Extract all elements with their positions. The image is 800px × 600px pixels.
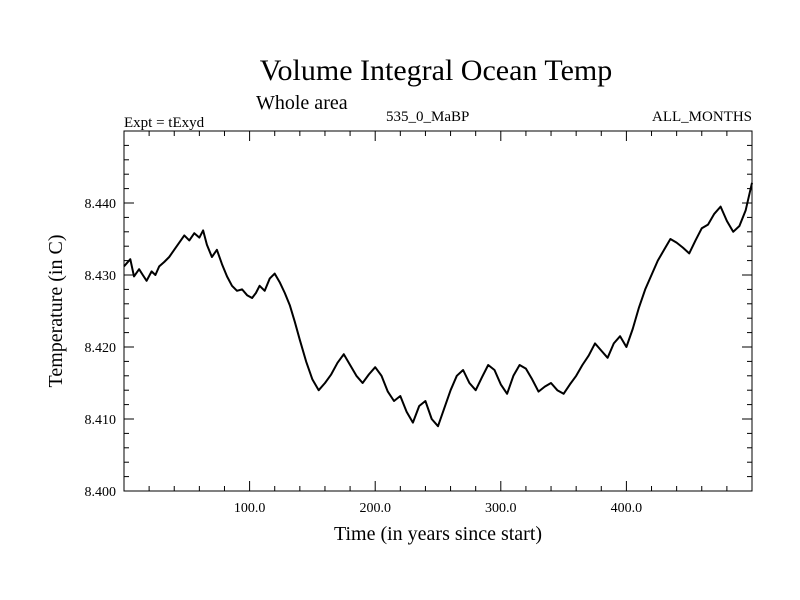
y-axis-tick-labels: 8.400 8.410 8.420 8.430 8.440: [85, 197, 117, 500]
x-axis-ticks: [148, 131, 728, 491]
chart-subtitle: Whole area: [256, 92, 348, 114]
x-tick-label: 400.0: [611, 501, 643, 516]
y-tick-label: 8.410: [85, 413, 117, 428]
x-tick-label: 100.0: [234, 501, 266, 516]
temperature-series-line: [123, 182, 753, 428]
x-axis-label: Time (in years since start): [334, 523, 542, 545]
chart-title: Volume Integral Ocean Temp: [260, 54, 613, 87]
months-label: ALL_MONTHS: [652, 109, 752, 125]
experiment-label: Expt = tExyd: [124, 115, 205, 131]
period-label: 535_0_MaBP: [386, 109, 469, 125]
x-tick-label: 200.0: [359, 501, 391, 516]
y-tick-label: 8.430: [85, 269, 117, 284]
plot-area-frame: [123, 130, 753, 492]
y-tick-label: 8.400: [85, 485, 117, 500]
y-tick-label: 8.420: [85, 341, 117, 356]
x-axis-tick-labels: 100.0 200.0 300.0 400.0: [234, 501, 642, 516]
x-tick-label: 300.0: [485, 501, 517, 516]
y-tick-label: 8.440: [85, 197, 117, 212]
y-axis-label: Temperature (in C): [45, 235, 67, 388]
